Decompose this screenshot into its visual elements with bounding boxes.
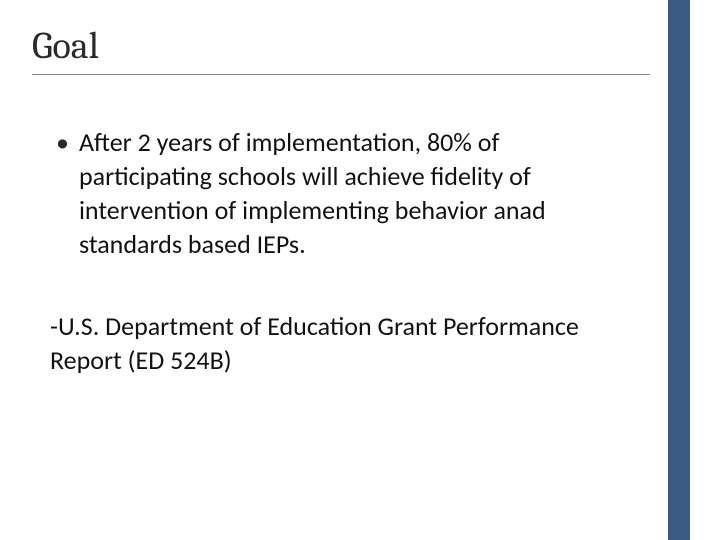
bullet-item: • After 2 years of implementation, 80% o… [50,125,610,261]
accent-vertical-bar [668,0,690,540]
title-area: Goal [32,24,650,75]
title-underline [32,74,650,75]
slide-title: Goal [32,24,650,68]
bullet-text: After 2 years of implementation, 80% of … [79,125,610,261]
content-area: • After 2 years of implementation, 80% o… [50,125,610,377]
attribution-text: -U.S. Department of Education Grant Perf… [50,309,610,377]
bullet-marker: • [56,125,69,159]
